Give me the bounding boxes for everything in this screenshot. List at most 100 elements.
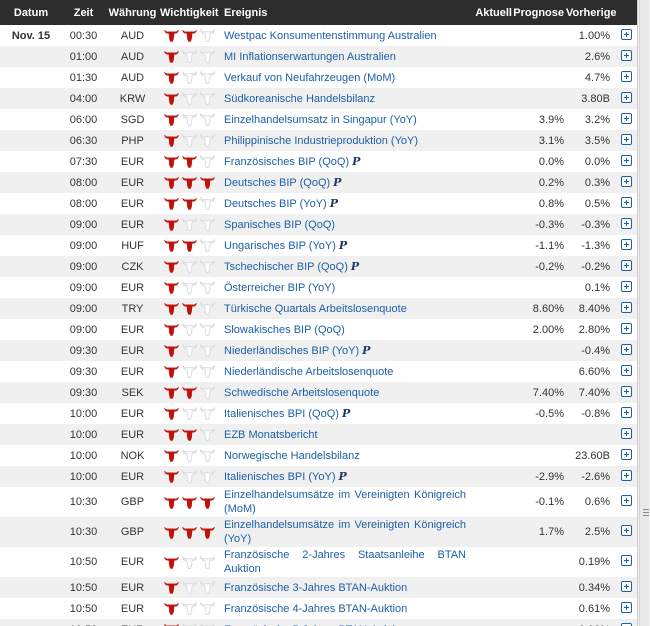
forecast-cell: -1.1% (535, 239, 564, 252)
event-link[interactable]: Einzelhandelsumsätze im Vereinigten Köni… (224, 489, 466, 515)
time-cell: 10:00 (62, 424, 105, 445)
forecast-cell: -2.9% (512, 466, 566, 487)
expand-plus-icon[interactable] (620, 112, 632, 124)
time-cell: 10:00 (62, 466, 105, 487)
expand-plus-icon[interactable] (620, 322, 632, 334)
event-link[interactable]: Südkoreanische Handelsbilanz (224, 92, 376, 105)
event-link[interactable]: Ungarisches BIP (YoY) (224, 240, 336, 252)
bull-head-icon (200, 323, 215, 336)
currency-cell: PHP (105, 130, 160, 151)
importance-cell (160, 298, 222, 319)
date-cell (0, 577, 62, 598)
table-row: 08:00 EUR Deutsches BIP (YoY) P 0.8% 0.5% (0, 193, 637, 214)
bull-head-icon (182, 197, 197, 210)
forecast-cell (512, 88, 566, 109)
table-row: 08:00 EUR Deutsches BIP (QoQ) P 0.2% 0.3% (0, 172, 637, 193)
header-previous: Vorherige (566, 0, 617, 25)
bull-head-icon (182, 281, 197, 294)
event-link[interactable]: Verkauf von Neufahrzeugen (MoM) (224, 71, 396, 84)
date-cell (0, 424, 62, 445)
event-link[interactable]: Französisches BIP (QoQ) (224, 156, 350, 168)
importance-cell (160, 598, 222, 619)
expand-plus-icon[interactable] (620, 70, 632, 82)
event-link[interactable]: Niederländisches BIP (YoY) (224, 345, 360, 357)
expand-plus-icon[interactable] (620, 238, 632, 250)
expand-plus-icon[interactable] (620, 259, 632, 271)
expand-plus-icon[interactable] (620, 217, 632, 229)
previous-cell: 2.6% (566, 46, 610, 67)
vertical-scrollbar[interactable] (637, 0, 650, 626)
expand-cell (610, 466, 637, 487)
expand-plus-icon[interactable] (620, 580, 632, 592)
event-link[interactable]: EZB Monatsbericht (224, 428, 318, 441)
expand-plus-icon[interactable] (620, 622, 632, 626)
event-cell: Italienisches BPI (YoY) P (222, 466, 468, 487)
expand-plus-icon[interactable] (620, 495, 632, 506)
expand-plus-icon[interactable] (620, 133, 632, 145)
time-cell: 10:30 (69, 496, 98, 508)
event-link[interactable]: Französische 5-Jahres BTAN-Auktion (224, 624, 407, 626)
expand-plus-icon[interactable] (620, 406, 632, 418)
currency-cell: EUR (105, 340, 160, 361)
event-link[interactable]: Westpac Konsumentenstimmung Australien (224, 29, 437, 42)
event-link[interactable]: Slowakisches BIP (QoQ) (224, 323, 345, 336)
expand-plus-icon[interactable] (620, 601, 632, 613)
event-link[interactable]: Österreicher BIP (YoY) (224, 281, 336, 294)
event-link[interactable]: MI Inflationserwartungen Australien (224, 50, 396, 63)
date-label: Nov. 15 (11, 29, 51, 42)
expand-plus-icon[interactable] (620, 154, 632, 166)
expand-plus-icon[interactable] (620, 175, 632, 187)
expand-plus-icon[interactable] (620, 91, 632, 103)
expand-cell (610, 46, 637, 67)
event-link[interactable]: Französische 4-Jahres BTAN-Auktion (224, 602, 408, 615)
event-link[interactable]: Türkische Quartals Arbeitslosenquote (224, 302, 407, 315)
expand-plus-icon[interactable] (620, 555, 632, 566)
expand-plus-icon[interactable] (620, 385, 632, 397)
event-link[interactable]: Italienisches BPI (QoQ) (224, 408, 339, 420)
bull-head-icon (200, 176, 215, 189)
expand-plus-icon[interactable] (620, 301, 632, 313)
event-link[interactable]: Philippinische Industrieproduktion (YoY) (224, 134, 419, 147)
event-link[interactable]: Französische 2-Jahres Staatsanleihe BTAN… (224, 549, 466, 575)
currency-cell: EUR (120, 197, 145, 210)
event-link[interactable]: Schwedische Arbeitslosenquote (224, 386, 380, 399)
bull-head-icon (182, 260, 197, 273)
time-cell: 07:30 (69, 155, 98, 168)
expand-plus-icon[interactable] (620, 28, 632, 40)
date-cell (0, 130, 62, 151)
expand-cell (610, 277, 637, 298)
event-link[interactable]: Tschechischer BIP (QoQ) (224, 261, 348, 273)
scrollbar-thumb[interactable] (639, 0, 649, 626)
expand-plus-icon[interactable] (620, 280, 632, 292)
time-cell: 06:00 (69, 113, 98, 126)
event-link[interactable]: Spanisches BIP (QoQ) (224, 218, 336, 231)
previous-cell: -0.4% (566, 340, 610, 361)
expand-plus-icon[interactable] (620, 427, 632, 439)
bull-head-icon (164, 176, 179, 189)
event-cell: Deutsches BIP (YoY) P (222, 193, 468, 214)
expand-plus-icon[interactable] (620, 469, 632, 481)
bull-head-icon (200, 602, 215, 615)
time-cell: 08:00 (62, 172, 105, 193)
event-link[interactable]: Französische 3-Jahres BTAN-Auktion (224, 581, 408, 594)
actual-cell (468, 445, 512, 466)
event-link[interactable]: Niederländische Arbeitslosenquote (224, 365, 394, 378)
expand-plus-icon[interactable] (620, 196, 632, 208)
event-link[interactable]: Deutsches BIP (YoY) (224, 198, 327, 210)
importance-cell (160, 25, 222, 46)
event-link[interactable]: Einzelhandelsumsatz in Singapur (YoY) (224, 113, 417, 126)
event-link[interactable]: Italienisches BPI (YoY) (224, 471, 336, 483)
event-cell: Südkoreanische Handelsbilanz (222, 88, 468, 109)
event-link[interactable]: Norwegische Handelsbilanz (224, 449, 360, 462)
bull-head-icon (200, 92, 215, 105)
event-link[interactable]: Deutsches BIP (QoQ) (224, 177, 331, 189)
expand-plus-icon[interactable] (620, 49, 632, 61)
importance-cell (160, 466, 222, 487)
event-link[interactable]: Einzelhandelsumsätze im Vereinigten Köni… (224, 519, 466, 545)
time-cell: 10:00 (69, 449, 98, 462)
expand-plus-icon[interactable] (620, 525, 632, 536)
expand-plus-icon[interactable] (620, 364, 632, 376)
importance-cell (160, 130, 222, 151)
expand-plus-icon[interactable] (620, 448, 632, 460)
expand-plus-icon[interactable] (620, 343, 632, 355)
